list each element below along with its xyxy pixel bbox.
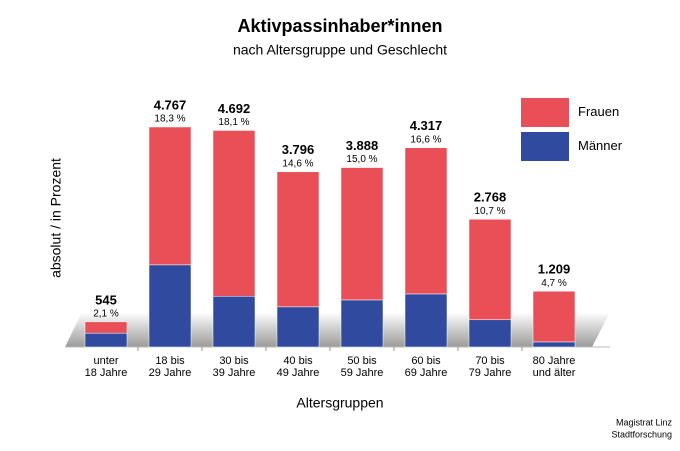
bar-segment (532, 341, 576, 348)
bar-segment (340, 299, 384, 348)
total-label: 1.209 (538, 262, 571, 277)
total-label: 4.692 (218, 101, 251, 116)
x-tick-label: 50 bis (347, 355, 377, 367)
x-tick-label: 18 bis (155, 355, 185, 367)
bar-segment (212, 130, 256, 297)
x-tick-label: 59 Jahre (341, 367, 384, 379)
bar-segment (148, 126, 192, 266)
bar-segment (148, 264, 192, 348)
bar-segment (468, 319, 512, 348)
bar-segment (212, 295, 256, 348)
x-tick-label: 40 bis (283, 355, 313, 367)
bar-segment (340, 167, 384, 301)
x-tick-label: 80 Jahre (533, 355, 576, 367)
legend-label: Frauen (578, 104, 619, 119)
x-tick-label: 29 Jahre (149, 367, 192, 379)
chart-subtitle: nach Altersgruppe und Geschlecht (233, 42, 447, 58)
x-tick-label: 69 Jahre (405, 367, 448, 379)
bar-segment (404, 293, 448, 348)
legend-label: Männer (578, 138, 623, 153)
bar-segment (84, 321, 128, 334)
total-label: 545 (95, 292, 117, 307)
share-label: 14,6 % (282, 158, 313, 169)
share-label: 15,0 % (346, 154, 377, 165)
bar-segment (404, 147, 448, 295)
total-label: 2.768 (474, 190, 507, 205)
x-tick-label: und älter (533, 367, 576, 379)
x-tick-label: 49 Jahre (277, 367, 320, 379)
x-tick-label: 70 bis (475, 355, 505, 367)
bar-segment (84, 332, 128, 348)
share-label: 18,3 % (154, 114, 185, 125)
share-label: 2,1 % (93, 308, 119, 319)
x-tick-label: 79 Jahre (469, 367, 512, 379)
total-label: 3.796 (282, 142, 315, 157)
legend-swatch (521, 98, 569, 127)
x-tick-label: 30 bis (219, 355, 249, 367)
bar-segment (276, 171, 320, 308)
total-label: 3.888 (346, 138, 379, 153)
legend-swatch (521, 132, 569, 161)
share-label: 18,1 % (218, 117, 249, 128)
bar-segment (468, 219, 512, 321)
bar-segment (276, 306, 320, 348)
bar-segment (532, 290, 576, 343)
share-label: 10,7 % (474, 206, 505, 217)
chart-title: Aktivpassinhaber*innen (237, 16, 442, 36)
x-tick-label: 60 bis (411, 355, 441, 367)
source: Stadtforschung (611, 429, 672, 439)
x-tick-label: 18 Jahre (85, 367, 128, 379)
floor-shadow (65, 312, 610, 347)
source: Magistrat Linz (616, 417, 673, 427)
x-tick-label: 39 Jahre (213, 367, 256, 379)
share-label: 16,6 % (410, 134, 441, 145)
total-label: 4.317 (410, 118, 443, 133)
total-label: 4.767 (154, 97, 187, 112)
y-axis-label: absolut / in Prozent (48, 158, 64, 278)
x-axis-label: Altersgruppen (296, 395, 383, 411)
x-tick-label: unter (93, 355, 118, 367)
share-label: 4,7 % (541, 278, 567, 289)
